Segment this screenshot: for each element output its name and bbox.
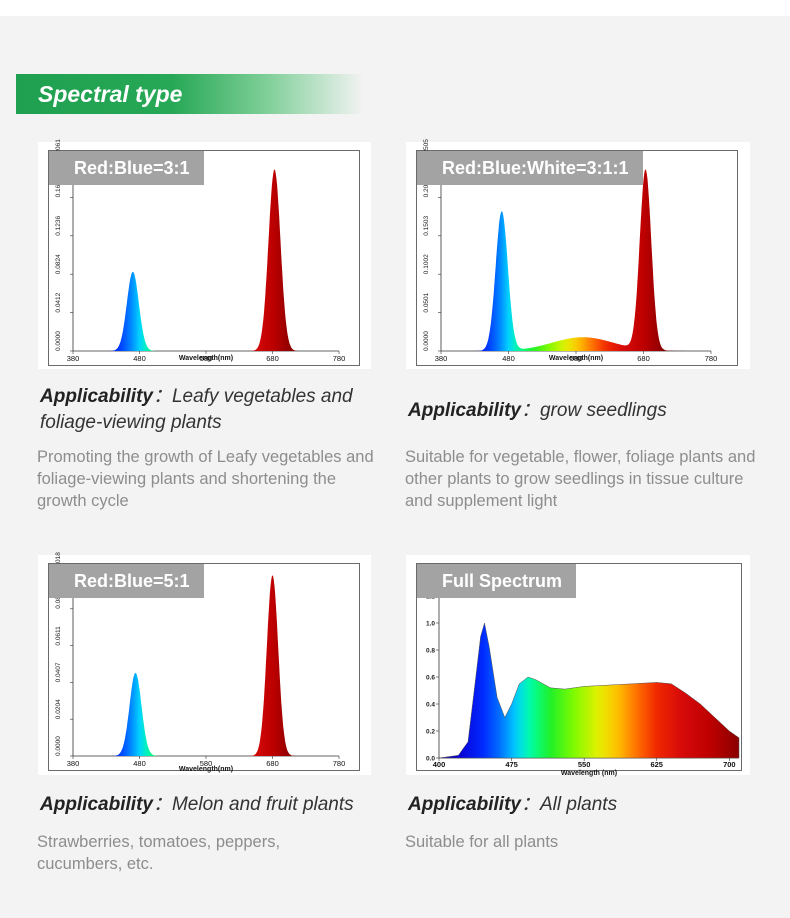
panel-description: Suitable for vegetable, flower, foliage … [405, 448, 756, 510]
applicability-label: Applicability [40, 386, 153, 407]
x-tick-label: 380 [67, 354, 80, 363]
x-axis-title: Wavelength (nm) [561, 770, 617, 777]
spectrum-chart-red-blue-white: 0.0000 0.0501 0.1002 0.1503 0.2004 0.2505 380 4… [423, 139, 718, 363]
applicability-separator: ： [520, 794, 540, 815]
applicability-label: Applicability [408, 400, 521, 421]
applicability-label: Applicability [40, 794, 153, 815]
spectrum-card-full-spectrum: 0.00.20.40.60.81.01.2400475550625700Wave… [406, 555, 750, 777]
panel-description: Strawberries, tomatoes, peppers, cucumbe… [37, 833, 281, 873]
applicability-value: All plants [539, 794, 618, 815]
top-band [0, 0, 790, 16]
spectrum-type-label: Full Spectrum [417, 564, 577, 598]
y-tick-label: 0.6 [426, 675, 435, 682]
spectrum-card-red-blue-5-1: 0.0000 0.0204 0.0407 0.0611 0.0814 0.1018 380 4… [38, 552, 371, 775]
applicability-separator: ： [152, 386, 172, 407]
x-tick-label: 680 [266, 354, 279, 363]
y-tick-label: 0.0407 [55, 662, 62, 682]
section-title: Spectral type [38, 81, 183, 107]
applicability-line: Applicability：Melon and fruit plants [40, 792, 385, 818]
x-tick-label: 580 [200, 354, 213, 363]
x-tick-label: 480 [502, 354, 515, 363]
applicability-value: Melon and fruit plants [171, 794, 354, 815]
y-tick-label: 0.2 [426, 729, 435, 736]
panel-description: Suitable for all plants [405, 833, 559, 851]
y-tick-label: 0.4 [426, 702, 435, 709]
x-tick-label: 700 [723, 760, 736, 769]
applicability-separator: ： [152, 794, 172, 815]
y-tick-label: 0.2061 [55, 139, 62, 159]
y-tick-label: 0.0000 [423, 331, 430, 351]
y-tick-label: 0.1503 [423, 216, 430, 236]
y-tick-label: 0.1002 [423, 254, 430, 274]
x-tick-label: 580 [200, 759, 213, 768]
x-tick-label: 380 [435, 354, 448, 363]
applicability-separator: ： [520, 400, 540, 421]
x-tick-label: 480 [133, 759, 146, 768]
x-tick-label: 780 [333, 354, 346, 363]
spectrum-area [441, 169, 711, 351]
x-tick-label: 580 [570, 354, 583, 363]
x-tick-label: 475 [505, 760, 518, 769]
x-tick-label: 550 [578, 760, 591, 769]
x-axis-title: Wavelength(nm) [179, 766, 233, 773]
x-axis-title: Wavelength(nm) [549, 355, 603, 362]
y-tick-label: 0.0814 [55, 589, 62, 609]
x-tick-label: 625 [650, 760, 663, 769]
spectrum-card-red-blue-3-1: 0.0000 0.0412 0.0824 0.1236 0.1649 0.2061 380 4… [38, 139, 371, 369]
spectrum-type-label: Red:Blue=3:1 [49, 151, 204, 185]
spectrum-area [73, 169, 339, 351]
spectrum-chart-red-blue-5-1: 0.0000 0.0204 0.0407 0.0611 0.0814 0.1018 380 4… [55, 552, 346, 773]
y-tick-label: 0.0 [426, 756, 435, 763]
y-tick-label: 0.2004 [423, 177, 430, 197]
y-tick-label: 0.2505 [423, 139, 430, 159]
y-tick-label: 0.8 [426, 648, 435, 655]
spectrum-chart-frame: 0.0000 0.0204 0.0407 0.0611 0.0814 0.1018 380 4… [48, 552, 360, 773]
x-tick-label: 780 [705, 354, 718, 363]
applicability-value: Leafy vegetables and foliage-viewing pla… [40, 386, 353, 433]
applicability-line: Applicability：grow seedlings [408, 398, 748, 424]
x-tick-label: 780 [333, 759, 346, 768]
y-tick-label: 0.0412 [55, 292, 62, 312]
x-axis-title: Wavelength(nm) [179, 355, 233, 362]
applicability-label: Applicability [408, 794, 521, 815]
x-tick-label: 380 [67, 759, 80, 768]
spectrum-type-label: Red:Blue=5:1 [49, 564, 204, 598]
y-tick-label: 0.1236 [55, 216, 62, 236]
applicability-line: Applicability：Leafy vegetables and folia… [40, 384, 360, 436]
y-tick-label: 0.1649 [55, 177, 62, 197]
spectrum-chart-frame: 0.00.20.40.60.81.01.2400475550625700Wave… [416, 563, 742, 777]
spectrum-area [73, 575, 339, 756]
y-tick-label: 0.1018 [55, 552, 62, 572]
section-header: Spectral type [16, 74, 364, 114]
x-tick-label: 480 [133, 354, 146, 363]
x-tick-label: 680 [266, 759, 279, 768]
y-tick-label: 0.0000 [55, 331, 62, 351]
spectrum-card-red-blue-white: 0.0000 0.0501 0.1002 0.1503 0.2004 0.2505 380 4… [406, 139, 750, 369]
x-tick-label: 400 [433, 760, 446, 769]
spectrum-chart-frame: 0.0000 0.0501 0.1002 0.1503 0.2004 0.2505 380 4… [416, 139, 738, 366]
y-tick-label: 0.0611 [55, 626, 62, 646]
spectrum-type-label: Red:Blue:White=3:1:1 [417, 151, 643, 185]
y-tick-label: 0.0501 [423, 292, 430, 312]
applicability-value: grow seedlings [539, 400, 667, 421]
y-tick-label: 0.0824 [55, 254, 62, 274]
panel-description: Promoting the growth of Leafy vegetables… [37, 448, 374, 510]
spectrum-chart-red-blue-3-1: 0.0000 0.0412 0.0824 0.1236 0.1649 0.2061 380 4… [55, 139, 346, 363]
spectrum-chart-full-spectrum: 0.00.20.40.60.81.01.2400475550625700Wave… [426, 594, 740, 777]
spectrum-area [438, 622, 740, 759]
y-tick-label: 0.0000 [55, 736, 62, 756]
applicability-line: Applicability：All plants [408, 792, 748, 818]
x-tick-label: 680 [637, 354, 650, 363]
y-tick-label: 1.0 [426, 621, 435, 628]
spectrum-chart-frame: 0.0000 0.0412 0.0824 0.1236 0.1649 0.2061 380 4… [48, 139, 360, 366]
y-tick-label: 0.0204 [55, 699, 62, 719]
